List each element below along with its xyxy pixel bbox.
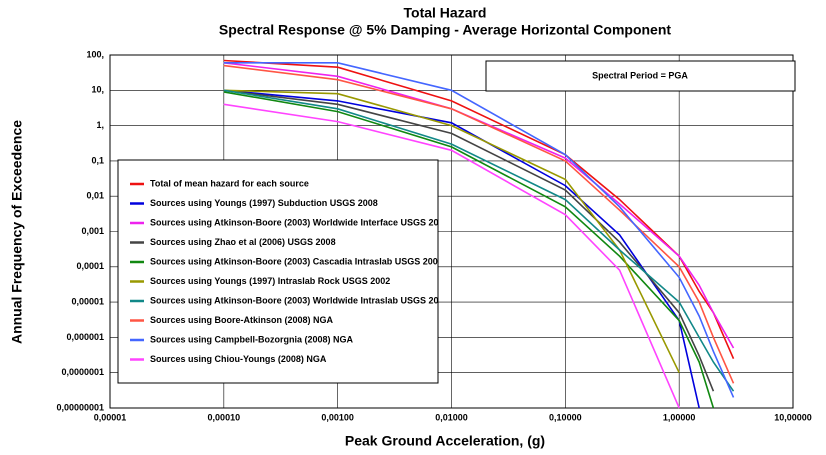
y-tick-label: 1, xyxy=(96,120,104,130)
legend-label: Sources using Youngs (1997) Intraslab Ro… xyxy=(150,276,390,286)
annotation: Spectral Period = PGA xyxy=(592,70,688,80)
x-tick-label: 0,10000 xyxy=(549,412,582,422)
x-tick-label: 0,00010 xyxy=(208,412,241,422)
y-axis-label: Annual Frequency of Exceedence xyxy=(9,120,25,344)
chart-subtitle: Spectral Response @ 5% Damping - Average… xyxy=(219,22,671,38)
legend: Total of mean hazard for each source Sour… xyxy=(130,178,449,364)
legend-label: Total of mean hazard for each source xyxy=(150,178,309,188)
y-tick-label: 0,1 xyxy=(91,155,104,165)
y-tick-label: 0,01 xyxy=(86,191,104,201)
x-tick-label: 0,01000 xyxy=(435,412,468,422)
y-tick-label: 0,0001 xyxy=(76,261,104,271)
series-line xyxy=(223,62,735,398)
series-line xyxy=(223,91,715,409)
legend-label: Sources using Zhao et al (2006) USGS 200… xyxy=(150,237,336,247)
legend-label: Sources using Chiou-Youngs (2008) NGA xyxy=(150,354,327,364)
legend-label: Sources using Atkinson-Boore (2003) Worl… xyxy=(150,217,449,227)
y-tick-label: 0,000001 xyxy=(66,332,104,342)
y-tick-label: 100, xyxy=(86,49,104,59)
series-line xyxy=(223,103,680,409)
series-line xyxy=(223,89,715,392)
y-tick-label: 10, xyxy=(91,85,104,95)
series-line xyxy=(223,62,735,349)
legend-label: Sources using Boore-Atkinson (2008) NGA xyxy=(150,315,334,325)
legend-label: Sources using Youngs (1997) Subduction U… xyxy=(150,198,378,208)
legend-label: Sources using Atkinson-Boore (2003) Worl… xyxy=(150,295,449,305)
series-line xyxy=(223,64,735,384)
series-line xyxy=(223,89,735,392)
legend-label: Sources using Campbell-Bozorgnia (2008) … xyxy=(150,334,354,344)
legend-label: Sources using Atkinson-Boore (2003) Casc… xyxy=(150,256,443,266)
x-tick-label: 10,00000 xyxy=(774,412,812,422)
series-line xyxy=(223,59,735,360)
x-tick-label: 0,00001 xyxy=(94,412,127,422)
x-tick-label: 1,00000 xyxy=(663,412,696,422)
legend-box xyxy=(117,159,439,384)
x-axis-label: Peak Ground Acceleration, (g) xyxy=(345,433,545,449)
y-tick-label: 0,00001 xyxy=(71,296,104,306)
y-tick-label: 0,001 xyxy=(81,226,104,236)
series-line xyxy=(223,89,680,374)
y-tick-label: 0,0000001 xyxy=(61,367,104,377)
x-tick-label: 0,00100 xyxy=(321,412,354,422)
chart-title: Total Hazard xyxy=(404,5,487,21)
y-tick-label: 0,00000001 xyxy=(56,402,104,412)
annotation-box xyxy=(485,60,796,92)
